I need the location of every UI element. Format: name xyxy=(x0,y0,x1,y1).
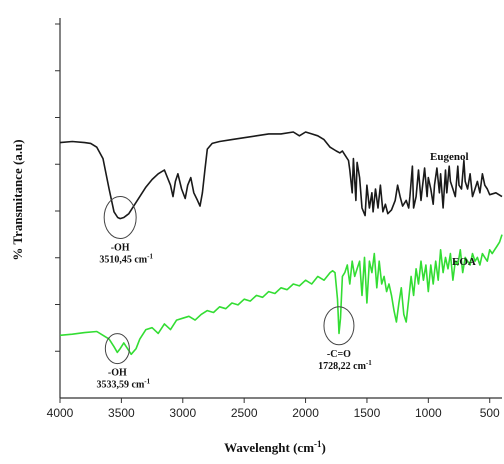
annotation-circle-oh-eugenol xyxy=(103,196,137,239)
annotation-wavenumber-text: 3510,45 cm xyxy=(99,255,147,266)
series-line-eugenol xyxy=(59,131,503,220)
x-tick-label: 500 xyxy=(480,406,500,420)
x-axis-title-close: ) xyxy=(322,440,326,455)
x-axis-title-text: Wavelenght (cm xyxy=(224,440,314,455)
x-axis-title-sup: -1 xyxy=(314,439,322,449)
annotation-group-label: -OH xyxy=(108,368,127,379)
x-tick-label: 4000 xyxy=(47,406,74,420)
x-tick-label: 3000 xyxy=(169,406,196,420)
annotation-group-label: -OH xyxy=(111,243,130,254)
annotation-wavenumber: 1728,22 cm-1 xyxy=(318,359,372,372)
x-tick-label: 3500 xyxy=(108,406,135,420)
x-tick-label: 1000 xyxy=(415,406,442,420)
x-tick-label: 2500 xyxy=(231,406,258,420)
x-tick-label: 1500 xyxy=(354,406,381,420)
annotation-circle-co-eoa xyxy=(323,306,355,346)
x-axis-title: Wavelenght (cm-1) xyxy=(224,439,326,455)
annotation-wavenumber-sup: -1 xyxy=(366,359,372,367)
annotation-circle-oh-eoa xyxy=(104,333,130,365)
y-axis-ticks xyxy=(55,23,60,352)
peak-annotations: -OH 3510,45 cm-1 -OH 3533,59 cm-1 -C=O 1… xyxy=(97,196,372,391)
annotation-wavenumber: 3533,59 cm-1 xyxy=(97,378,151,391)
x-tick-label: 2000 xyxy=(292,406,319,420)
series-label-eoa: EOA xyxy=(452,256,476,268)
annotation-wavenumber-sup: -1 xyxy=(144,378,150,386)
series-label-eugenol: Eugenol xyxy=(430,151,469,163)
annotation-wavenumber: 3510,45 cm-1 xyxy=(99,253,153,266)
annotation-group-label: -C=O xyxy=(327,349,351,360)
series-line-eoa xyxy=(59,234,503,356)
y-axis-title: % Transmitance (a.u) xyxy=(10,139,25,260)
x-axis-ticks: 4000 3500 3000 2500 2000 1500 1000 500 xyxy=(47,398,500,420)
annotation-wavenumber-sup: -1 xyxy=(147,253,153,261)
annotation-wavenumber-text: 3533,59 cm xyxy=(97,380,145,391)
annotation-wavenumber-text: 1728,22 cm xyxy=(318,361,366,372)
